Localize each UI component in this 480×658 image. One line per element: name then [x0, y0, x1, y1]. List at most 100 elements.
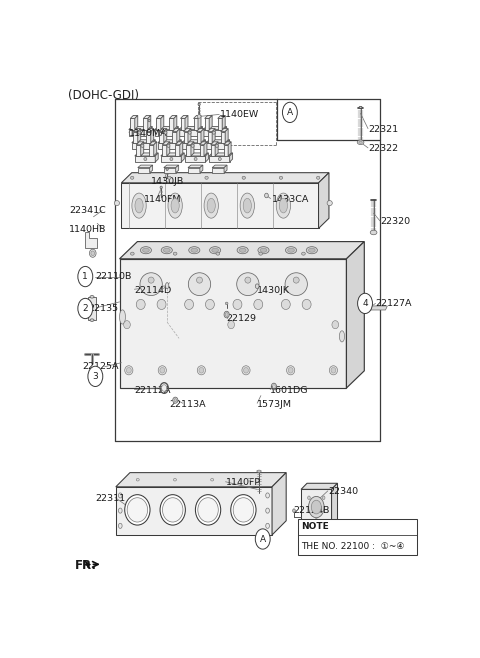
Ellipse shape	[160, 495, 185, 525]
Ellipse shape	[194, 157, 197, 161]
Polygon shape	[154, 141, 156, 156]
Ellipse shape	[138, 131, 141, 134]
Polygon shape	[204, 118, 209, 130]
Polygon shape	[164, 128, 167, 143]
Ellipse shape	[323, 496, 325, 499]
Ellipse shape	[174, 399, 177, 401]
Polygon shape	[175, 126, 178, 136]
Ellipse shape	[332, 320, 338, 329]
Text: 22129: 22129	[227, 314, 257, 322]
Ellipse shape	[163, 248, 170, 252]
Polygon shape	[136, 145, 141, 156]
Ellipse shape	[120, 310, 125, 324]
Ellipse shape	[119, 508, 122, 513]
Ellipse shape	[237, 247, 248, 254]
Text: A: A	[260, 534, 266, 544]
Polygon shape	[211, 141, 218, 145]
Polygon shape	[181, 153, 184, 162]
Ellipse shape	[258, 247, 269, 254]
Polygon shape	[185, 115, 188, 130]
Polygon shape	[218, 115, 225, 118]
Polygon shape	[208, 132, 212, 143]
Polygon shape	[174, 115, 177, 130]
Ellipse shape	[242, 176, 245, 179]
Polygon shape	[135, 156, 155, 162]
Ellipse shape	[140, 247, 152, 254]
Ellipse shape	[225, 313, 228, 316]
Polygon shape	[206, 139, 229, 143]
Polygon shape	[133, 132, 138, 143]
Polygon shape	[182, 139, 205, 143]
Polygon shape	[183, 132, 188, 143]
Ellipse shape	[287, 366, 295, 375]
Ellipse shape	[285, 273, 307, 295]
Polygon shape	[301, 490, 332, 536]
Polygon shape	[222, 115, 225, 130]
Polygon shape	[169, 118, 174, 130]
Polygon shape	[158, 139, 181, 143]
Polygon shape	[135, 115, 138, 130]
Ellipse shape	[216, 144, 218, 147]
Polygon shape	[84, 561, 91, 568]
Ellipse shape	[228, 320, 234, 329]
Polygon shape	[183, 128, 191, 132]
Polygon shape	[169, 115, 177, 118]
Text: 1140FP: 1140FP	[226, 478, 261, 488]
Text: 1430JB: 1430JB	[151, 177, 184, 186]
Ellipse shape	[124, 320, 130, 329]
Ellipse shape	[144, 157, 147, 161]
Text: 22124B: 22124B	[294, 506, 330, 515]
Polygon shape	[224, 165, 227, 172]
Text: 1573JM: 1573JM	[257, 400, 292, 409]
Polygon shape	[144, 118, 148, 130]
Text: 22112A: 22112A	[134, 386, 171, 395]
Text: A: A	[287, 108, 293, 117]
Ellipse shape	[173, 478, 177, 481]
Polygon shape	[224, 141, 231, 145]
Ellipse shape	[293, 277, 299, 283]
Polygon shape	[155, 153, 158, 162]
Polygon shape	[347, 241, 364, 388]
Polygon shape	[161, 156, 181, 162]
Polygon shape	[177, 128, 180, 143]
Polygon shape	[186, 141, 194, 145]
Ellipse shape	[132, 193, 146, 218]
Text: 3: 3	[93, 372, 98, 381]
Polygon shape	[85, 232, 97, 248]
Text: 1430JK: 1430JK	[257, 286, 290, 295]
Ellipse shape	[148, 277, 154, 283]
Polygon shape	[191, 141, 194, 156]
Text: 1601DG: 1601DG	[270, 386, 309, 395]
Polygon shape	[133, 128, 141, 132]
Text: 22322: 22322	[368, 144, 398, 153]
Ellipse shape	[198, 497, 218, 522]
Polygon shape	[155, 130, 175, 136]
Polygon shape	[144, 115, 151, 118]
Polygon shape	[158, 143, 178, 149]
Ellipse shape	[205, 299, 215, 309]
Text: 4: 4	[362, 299, 368, 308]
Polygon shape	[332, 483, 337, 536]
Polygon shape	[116, 487, 272, 535]
Ellipse shape	[276, 193, 290, 218]
Ellipse shape	[240, 193, 254, 218]
Ellipse shape	[119, 493, 122, 498]
Ellipse shape	[173, 252, 177, 255]
Polygon shape	[188, 165, 203, 168]
Ellipse shape	[126, 368, 131, 373]
Text: 22135: 22135	[88, 304, 118, 313]
Ellipse shape	[216, 252, 220, 255]
Text: 22114D: 22114D	[134, 286, 172, 295]
Text: THE NO. 22100 :  ①~④: THE NO. 22100 : ①~④	[301, 542, 405, 551]
Ellipse shape	[191, 248, 198, 252]
Ellipse shape	[237, 273, 259, 295]
Polygon shape	[206, 143, 227, 149]
Text: 22113A: 22113A	[170, 400, 206, 409]
Polygon shape	[225, 128, 228, 143]
Ellipse shape	[204, 193, 218, 218]
Polygon shape	[212, 165, 227, 168]
Polygon shape	[132, 143, 152, 149]
Polygon shape	[159, 132, 164, 143]
Polygon shape	[129, 130, 149, 136]
Ellipse shape	[168, 193, 182, 218]
